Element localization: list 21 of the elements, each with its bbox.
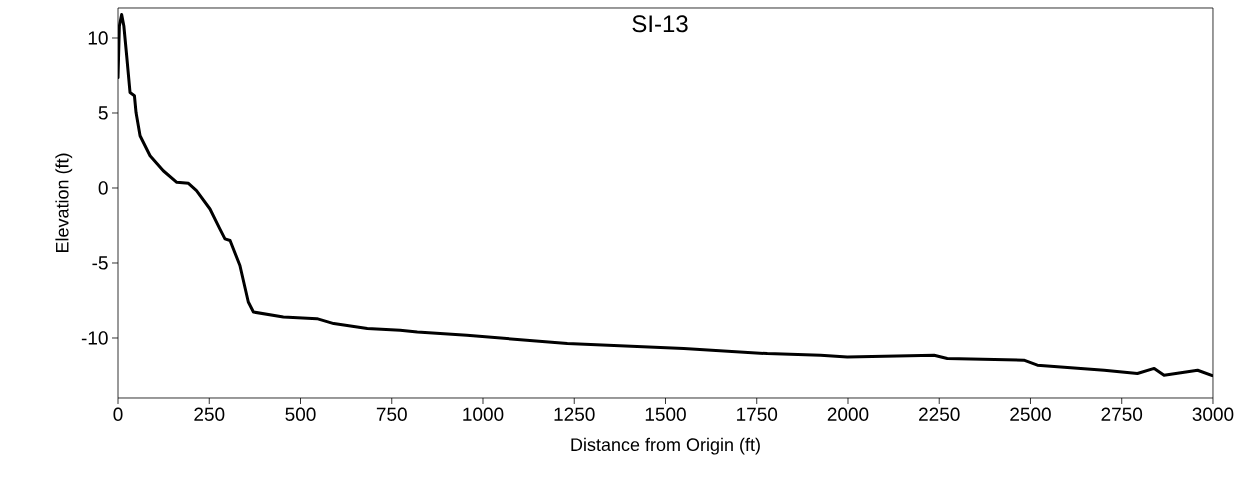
y-tick-label: -5 [92, 256, 108, 270]
chart-title: SI-13 [632, 15, 688, 33]
x-tick-label: 250 [194, 407, 225, 421]
x-tick-label: 1500 [645, 407, 686, 421]
y-tick-label: -10 [81, 331, 108, 345]
x-tick-label: 2500 [1010, 407, 1051, 421]
x-tick-label: 2750 [1101, 407, 1143, 421]
x-tick-label: 3000 [1192, 407, 1234, 421]
x-tick-label: 750 [376, 407, 407, 421]
x-tick-label: 1750 [737, 407, 778, 421]
x-axis-title: Distance from Origin (ft) [571, 437, 760, 455]
x-tick-label: 0 [113, 407, 123, 421]
y-tick-label: 5 [98, 106, 108, 120]
x-tick-label: 2250 [919, 407, 960, 421]
y-axis-title: Elevation (ft) [55, 153, 73, 253]
y-tick-label: 0 [98, 181, 108, 195]
y-tick-label: 10 [88, 31, 108, 45]
x-tick-label: 1250 [554, 407, 595, 421]
x-tick-label: 1000 [463, 407, 504, 421]
x-tick-label: 500 [285, 407, 316, 421]
x-tick-label: 2000 [827, 407, 869, 421]
